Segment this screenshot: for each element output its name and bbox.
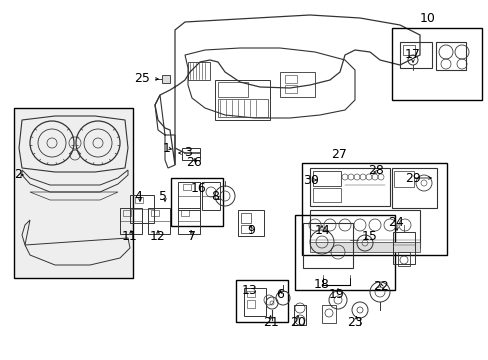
Bar [135, 197, 142, 203]
Text: 30: 30 [303, 174, 318, 186]
Text: 2: 2 [14, 168, 22, 181]
Text: 5: 5 [159, 189, 167, 202]
Text: 28: 28 [367, 165, 383, 177]
Bar [120, 208, 142, 234]
Bar [241, 213, 250, 223]
Bar [218, 82, 247, 97]
Bar [309, 168, 389, 206]
Bar [238, 210, 264, 236]
Bar [303, 223, 352, 268]
Text: 29: 29 [404, 171, 420, 184]
Text: 16: 16 [191, 181, 206, 194]
Bar [294, 215, 394, 290]
Bar [182, 148, 200, 160]
Bar [241, 225, 250, 233]
Bar [187, 62, 209, 80]
Text: 6: 6 [276, 288, 284, 302]
Bar [178, 208, 200, 234]
Bar [302, 163, 446, 255]
Text: 13: 13 [242, 284, 257, 297]
Bar [312, 171, 340, 186]
Text: 21: 21 [263, 316, 278, 329]
Bar [321, 305, 335, 323]
Text: 20: 20 [289, 316, 305, 329]
Text: 22: 22 [372, 280, 388, 293]
Bar [246, 291, 254, 297]
Text: 7: 7 [187, 230, 196, 243]
Bar [183, 184, 191, 190]
Text: 23: 23 [346, 316, 362, 329]
Bar [218, 99, 267, 117]
Text: 10: 10 [419, 12, 435, 24]
Bar [402, 45, 414, 55]
Bar [393, 171, 413, 187]
Bar [14, 108, 133, 278]
Bar [123, 210, 131, 216]
Bar [280, 72, 314, 97]
Bar [181, 210, 189, 216]
Bar [244, 288, 265, 316]
Bar [202, 182, 220, 210]
Bar [309, 242, 419, 252]
Bar [246, 300, 254, 308]
Bar [285, 75, 296, 83]
Bar [391, 168, 436, 208]
Bar [236, 280, 287, 322]
Text: 15: 15 [361, 230, 377, 243]
Bar [162, 75, 170, 83]
Text: 24: 24 [387, 216, 403, 229]
Bar [392, 232, 414, 264]
Text: 17: 17 [404, 49, 420, 62]
Text: 19: 19 [328, 288, 344, 302]
Text: 8: 8 [210, 189, 219, 202]
Bar [178, 182, 200, 210]
Bar [399, 42, 431, 68]
Bar [285, 85, 296, 93]
Text: 4: 4 [134, 189, 142, 202]
Bar [397, 252, 409, 266]
Text: 25: 25 [134, 72, 150, 85]
Bar [435, 42, 465, 70]
Text: 9: 9 [246, 224, 254, 237]
Text: 14: 14 [314, 224, 330, 237]
Text: 11: 11 [122, 230, 138, 243]
Text: 12: 12 [150, 230, 165, 243]
Text: 3: 3 [183, 147, 192, 159]
Bar [391, 28, 481, 100]
Bar [312, 188, 340, 202]
Bar [151, 210, 159, 216]
Text: 18: 18 [313, 279, 329, 292]
Bar [171, 178, 223, 226]
Bar [293, 305, 305, 325]
Bar [148, 208, 170, 234]
Bar [309, 210, 419, 248]
Text: 26: 26 [186, 157, 202, 170]
Bar [130, 195, 154, 223]
Text: 1: 1 [163, 141, 171, 154]
Text: 27: 27 [330, 148, 346, 162]
Bar [215, 80, 269, 120]
